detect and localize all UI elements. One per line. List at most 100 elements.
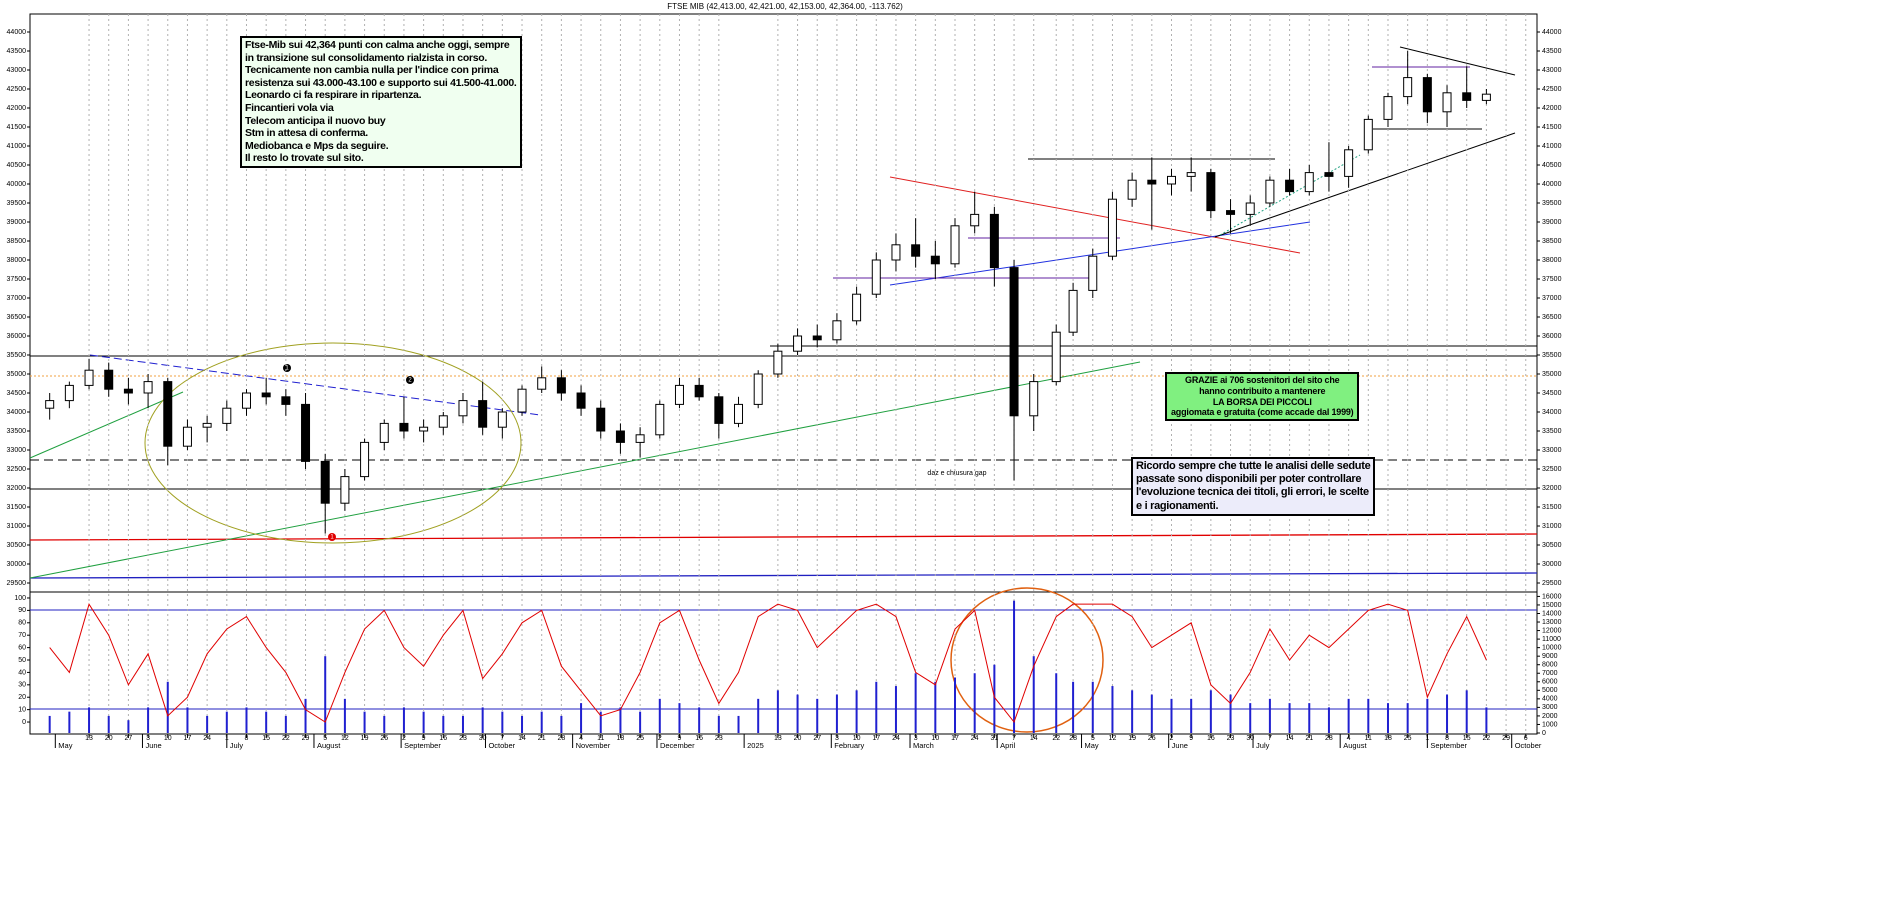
candle-body bbox=[1442, 92, 1452, 113]
trend-line bbox=[29, 391, 184, 459]
month-label: November bbox=[576, 741, 611, 750]
candle-body bbox=[517, 388, 527, 413]
volume-bar bbox=[48, 715, 51, 733]
candle-body bbox=[911, 244, 921, 257]
volume-bar bbox=[835, 694, 838, 733]
volume-bar bbox=[304, 698, 307, 733]
candle-body bbox=[1029, 381, 1039, 417]
volume-bar bbox=[1288, 703, 1291, 733]
candle-body bbox=[1462, 92, 1472, 101]
y-tick-label: 80 bbox=[18, 620, 26, 627]
y-tick-label: 20 bbox=[18, 694, 26, 701]
drawings bbox=[29, 46, 1538, 733]
y-tick-label: 42000 bbox=[7, 105, 27, 112]
candle-body bbox=[1304, 172, 1314, 193]
month-label: September bbox=[1430, 741, 1467, 750]
y-tick-label: 33000 bbox=[1542, 447, 1562, 454]
y-tick-label: 32500 bbox=[7, 466, 27, 473]
trend-line bbox=[29, 361, 1141, 579]
y-tick-label: 30 bbox=[18, 682, 26, 689]
x-tick-label: 25 bbox=[636, 735, 644, 742]
note-line: Ftse-Mib sui 42,364 punti con calma anch… bbox=[245, 39, 510, 51]
y-tick-label: 35500 bbox=[7, 352, 27, 359]
candle-body bbox=[399, 422, 409, 432]
x-tick-label: 8 bbox=[1445, 735, 1449, 742]
y2-tick-label: 4000 bbox=[1542, 696, 1558, 703]
y-tick-label: 36000 bbox=[7, 333, 27, 340]
volume-bar bbox=[206, 715, 209, 733]
x-tick-label: 14 bbox=[1286, 735, 1294, 742]
month-label: July bbox=[230, 741, 244, 750]
candle-body bbox=[970, 213, 980, 227]
x-tick-label: 2 bbox=[658, 735, 662, 742]
month-label: August bbox=[1343, 741, 1367, 750]
grid bbox=[88, 14, 1527, 734]
note-line: Fincantieri vola via bbox=[245, 101, 334, 114]
candle-body bbox=[871, 259, 881, 295]
volume-bar bbox=[1111, 686, 1114, 733]
x-tick-label: 9 bbox=[678, 735, 682, 742]
candle-body bbox=[45, 400, 55, 409]
y2-tick-label: 2000 bbox=[1542, 713, 1558, 720]
note-line: in transizione sul consolidamento rialzi… bbox=[245, 51, 487, 64]
note-line: Il resto lo trovate sul sito. bbox=[245, 152, 364, 165]
x-tick-label: 2 bbox=[402, 735, 406, 742]
volume-bar bbox=[1367, 698, 1370, 733]
y-tick-label: 41000 bbox=[1542, 143, 1562, 150]
y-tick-label: 90 bbox=[18, 607, 26, 614]
y-tick-label: 34000 bbox=[7, 409, 27, 416]
candle-body bbox=[478, 400, 488, 428]
candle-body bbox=[320, 460, 330, 504]
x-tick-label: 26 bbox=[380, 735, 388, 742]
x-tick-label: 8 bbox=[245, 735, 249, 742]
candle-body bbox=[163, 381, 173, 447]
volume-bar bbox=[540, 711, 543, 733]
y2-tick-label: 10000 bbox=[1542, 644, 1562, 651]
candle-body bbox=[1481, 93, 1491, 101]
x-tick-label: 20 bbox=[794, 735, 802, 742]
y-tick-label: 30500 bbox=[7, 542, 27, 549]
y-tick-label: 33000 bbox=[7, 447, 27, 454]
trend-line bbox=[1214, 132, 1516, 238]
y-tick-label: 43000 bbox=[1542, 67, 1562, 74]
y-tick-label: 33500 bbox=[1542, 428, 1562, 435]
volume-bar bbox=[954, 677, 957, 733]
candle-body bbox=[1166, 175, 1176, 185]
x-tick-label: 22 bbox=[282, 735, 290, 742]
volume-bar bbox=[422, 711, 425, 733]
x-tick-label: 30 bbox=[479, 735, 487, 742]
x-tick-label: 12 bbox=[341, 735, 349, 742]
x-tick-label: 27 bbox=[125, 735, 133, 742]
y-tick-label: 36000 bbox=[1542, 333, 1562, 340]
volume-bar bbox=[737, 715, 740, 733]
y2-tick-label: 1000 bbox=[1542, 721, 1558, 728]
x-tick-label: 24 bbox=[203, 735, 211, 742]
volume-bar bbox=[245, 707, 248, 733]
volume-bar bbox=[776, 690, 779, 733]
volume-bar bbox=[1150, 694, 1153, 733]
x-tick-label: 2 bbox=[1170, 735, 1174, 742]
x-tick-label: 25 bbox=[1404, 735, 1412, 742]
y-tick-label: 40500 bbox=[7, 162, 27, 169]
candle-body bbox=[576, 392, 586, 409]
x-tick-label: 4 bbox=[579, 735, 583, 742]
trend-line bbox=[1399, 46, 1516, 76]
x-tick-label: 21 bbox=[538, 735, 546, 742]
candle-body bbox=[1009, 267, 1019, 417]
candle-body bbox=[1285, 179, 1295, 193]
y-tick-label: 36500 bbox=[7, 314, 27, 321]
y-tick-label: 32000 bbox=[1542, 485, 1562, 492]
candle-body bbox=[340, 476, 350, 504]
candle-body bbox=[1265, 179, 1275, 204]
month-label: October bbox=[488, 741, 515, 750]
x-tick-label: 10 bbox=[164, 735, 172, 742]
y-tick-label: 44000 bbox=[1542, 29, 1562, 36]
x-tick-label: 29 bbox=[1502, 735, 1510, 742]
y-tick-label: 38500 bbox=[7, 238, 27, 245]
y-tick-label: 42500 bbox=[7, 86, 27, 93]
volume-bar bbox=[1190, 698, 1193, 733]
x-tick-label: 28 bbox=[1069, 735, 1077, 742]
x-tick-label: 15 bbox=[262, 735, 270, 742]
y-tick-label: 39000 bbox=[7, 219, 27, 226]
ellipse bbox=[950, 587, 1104, 733]
